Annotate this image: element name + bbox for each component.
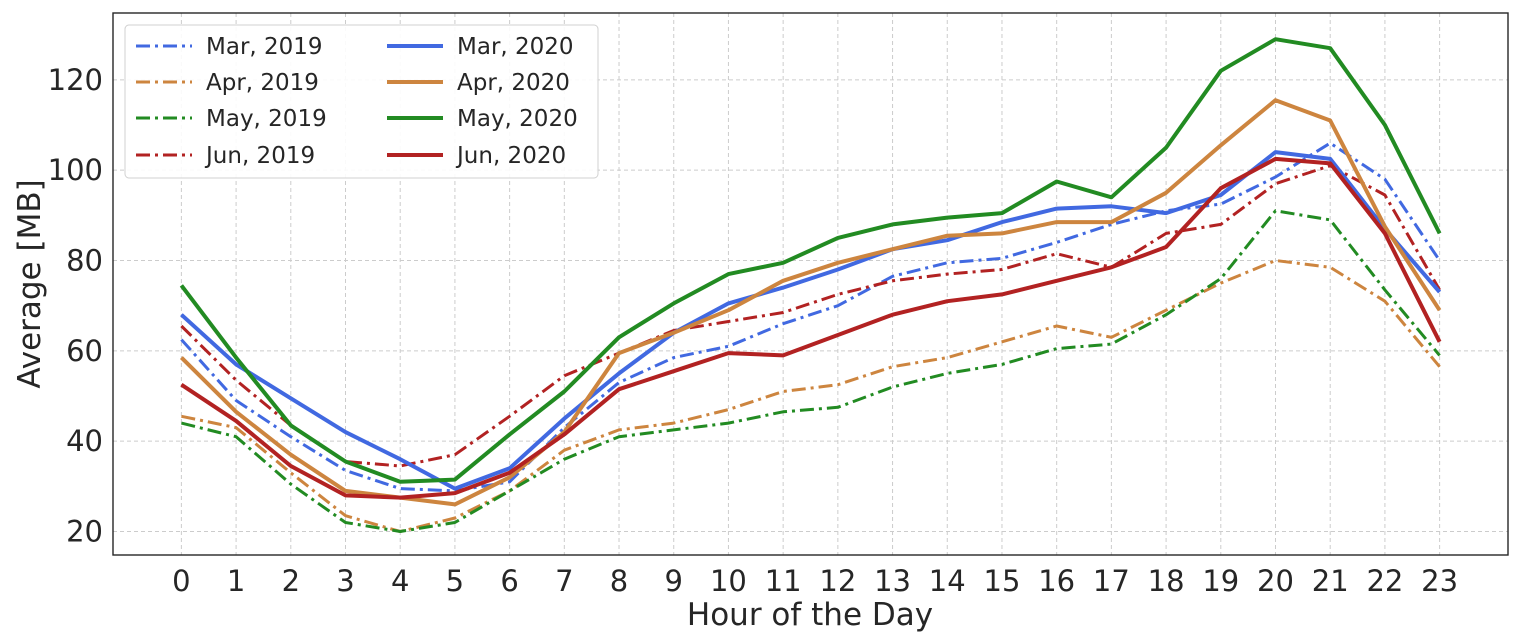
y-axis-title: Average [MB] xyxy=(12,179,48,388)
x-tick-label: 9 xyxy=(665,564,683,598)
y-tick-label: 120 xyxy=(48,63,103,97)
legend-label: Apr, 2020 xyxy=(457,70,570,96)
legend-label: May, 2020 xyxy=(457,106,578,132)
x-tick-label: 19 xyxy=(1202,564,1239,598)
y-tick-label: 80 xyxy=(66,244,103,278)
series-line-may-2020 xyxy=(179,37,1442,484)
legend-label: May, 2019 xyxy=(206,106,327,132)
axis-ticks: 0 1 2 3 4 5 6 7 8 9 10 11 12 13 14 15 16 17 18 19 20 21 22 2320… xyxy=(48,63,1458,598)
series-line-mar-2020 xyxy=(180,150,1442,491)
series-line-may-2019 xyxy=(181,209,1441,533)
y-tick-label: 40 xyxy=(66,424,103,458)
x-tick-label: 21 xyxy=(1312,564,1349,598)
series-lines xyxy=(179,37,1442,533)
legend-label: Mar, 2019 xyxy=(206,34,323,60)
legend-label: Jun, 2019 xyxy=(204,143,315,169)
x-tick-label: 23 xyxy=(1421,564,1458,598)
y-tick-label: 60 xyxy=(66,334,103,368)
x-tick-label: 10 xyxy=(710,564,747,598)
legend: Mar, 2019 Apr, 2019 May, 2019 Jun, 2019 Mar,… xyxy=(124,24,599,179)
x-tick-label: 0 xyxy=(172,564,190,598)
x-tick-label: 16 xyxy=(1038,564,1075,598)
x-tick-label: 2 xyxy=(282,564,300,598)
series-line-jun-2020 xyxy=(180,156,1442,500)
series-line-mar-2019 xyxy=(180,141,1441,493)
legend-box xyxy=(124,24,599,179)
x-tick-label: 12 xyxy=(819,564,856,598)
x-tick-label: 6 xyxy=(500,564,518,598)
series-line-apr-2019 xyxy=(181,259,1441,533)
x-tick-label: 1 xyxy=(227,564,245,598)
x-tick-label: 22 xyxy=(1366,564,1403,598)
x-tick-label: 4 xyxy=(391,564,409,598)
plot-frame xyxy=(112,12,1509,556)
x-axis-title: Hour of the Day xyxy=(687,597,933,633)
legend-label: Jun, 2020 xyxy=(455,143,566,169)
x-tick-label: 3 xyxy=(336,564,354,598)
x-tick-label: 13 xyxy=(874,564,911,598)
x-tick-label: 8 xyxy=(610,564,628,598)
x-tick-label: 15 xyxy=(984,564,1021,598)
x-tick-label: 17 xyxy=(1093,564,1130,598)
x-tick-label: 11 xyxy=(765,564,802,598)
legend-label: Mar, 2020 xyxy=(457,34,574,60)
y-tick-label: 20 xyxy=(66,515,103,549)
x-tick-label: 5 xyxy=(446,564,464,598)
x-tick-label: 20 xyxy=(1257,564,1294,598)
y-tick-label: 100 xyxy=(48,153,103,187)
x-tick-label: 7 xyxy=(555,564,573,598)
legend-label: Apr, 2019 xyxy=(206,70,319,96)
x-tick-label: 18 xyxy=(1148,564,1185,598)
x-tick-label: 14 xyxy=(929,564,966,598)
